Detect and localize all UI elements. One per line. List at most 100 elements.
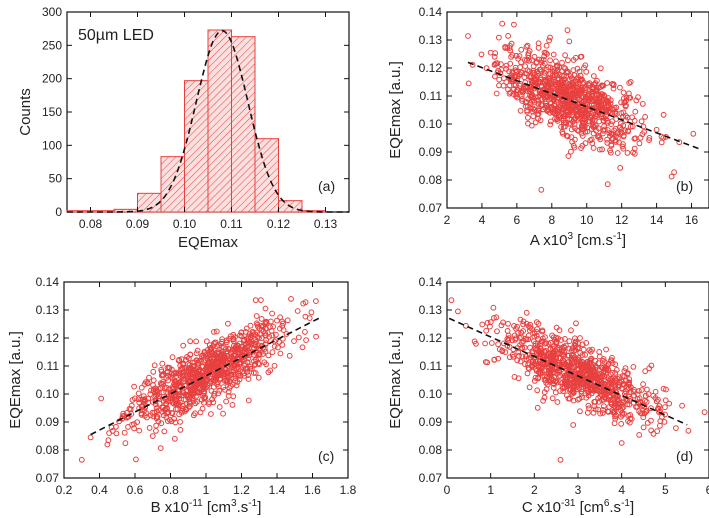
scatter-point [172, 400, 179, 407]
scatter-point [614, 392, 621, 398]
y-tick-label: 0.09 [36, 415, 60, 429]
scatter-point [243, 365, 250, 372]
scatter-point [609, 118, 616, 125]
scatter-point [274, 317, 280, 324]
scatter-point [627, 79, 634, 85]
scatter-point [150, 377, 157, 384]
scatter-point [193, 357, 200, 364]
scatter-point [204, 355, 211, 362]
scatter-point [187, 338, 194, 345]
scatter-point [105, 437, 112, 444]
scatter-point [469, 61, 476, 68]
scatter-point [594, 386, 600, 393]
scatter-point [591, 399, 598, 405]
scatter-point [634, 396, 641, 403]
scatter-point [587, 137, 594, 144]
scatter-point [560, 361, 567, 368]
scatter-point [597, 136, 604, 143]
scatter-point [526, 366, 532, 372]
x-axis-label: EQEmax [178, 234, 239, 251]
scatter-point [550, 377, 557, 383]
scatter-point [519, 69, 525, 76]
scatter-point [155, 386, 162, 393]
scatter-point [493, 314, 500, 321]
scatter-point [178, 392, 185, 399]
scatter-panel-d: 01234560.070.080.090.100.110.120.130.14 … [387, 275, 709, 516]
scatter-point [218, 351, 225, 358]
scatter-point [623, 102, 629, 109]
scatter-point [513, 93, 519, 100]
scatter-point [552, 337, 558, 343]
scatter-point [560, 351, 567, 358]
scatter-point [546, 37, 552, 44]
scatter-point [561, 73, 567, 80]
scatter-point [158, 368, 165, 375]
axes: 0.2 0.4 0.6 0.8 1 1.2 1.4 1.6 1.8 0.07 0.08 0.09 0.1… [36, 275, 357, 497]
scatter-point [513, 91, 520, 98]
scatter-point [552, 366, 558, 373]
x-tick-label: 2 [531, 483, 538, 497]
scatter-point [252, 370, 259, 376]
scatter-point [121, 429, 128, 436]
scatter-point [168, 418, 175, 425]
scatter-point [631, 386, 637, 393]
scatter-point [522, 361, 528, 368]
scatter-point [635, 94, 641, 101]
scatter-point [572, 106, 579, 113]
scatter-point [579, 366, 586, 373]
scatter-point [620, 133, 627, 140]
scatter-point [612, 370, 619, 376]
y-tick-label: 50 [49, 172, 63, 186]
scatter-point [643, 408, 650, 414]
scatter-point [253, 347, 260, 354]
scatter-point [149, 409, 156, 416]
scatter-point [535, 108, 542, 114]
scatter-point [568, 126, 575, 133]
scatter-point [608, 121, 614, 128]
scatter-point [238, 329, 245, 336]
scatter-point [495, 355, 502, 362]
scatter-point [620, 141, 626, 148]
scatter-point [186, 400, 193, 407]
scatter-point [262, 348, 269, 355]
scatter-point [172, 378, 178, 384]
scatter-point [263, 361, 270, 368]
scatter-point [208, 411, 214, 417]
scatter-point [133, 456, 139, 463]
scatter-point [226, 346, 232, 353]
scatter-point [151, 409, 158, 416]
scatter-point [650, 392, 657, 399]
scatter-point [564, 99, 571, 106]
scatter-point [538, 57, 545, 64]
scatter-point [148, 387, 154, 394]
scatter-point [523, 43, 530, 50]
y-tick-label: 150 [42, 105, 62, 119]
scatter-point [609, 401, 615, 407]
scatter-point [526, 384, 533, 391]
scatter-point [572, 335, 578, 342]
scatter-point [538, 366, 545, 373]
scatter-point [581, 110, 588, 117]
scatter-point [537, 370, 544, 377]
scatter-point [632, 108, 639, 115]
scatter-point [271, 362, 278, 369]
scatter-points [448, 297, 708, 463]
scatter-point [560, 100, 567, 106]
scatter-point [600, 130, 606, 137]
scatter-point [571, 384, 578, 391]
scatter-point [562, 65, 569, 72]
scatter-point [642, 368, 649, 375]
scatter-point [605, 361, 612, 368]
scatter-point [159, 372, 166, 379]
scatter-point [625, 127, 631, 134]
scatter-point [560, 119, 567, 126]
y-axis-label: EQEmax [a.u.] [387, 61, 404, 159]
x-tick-label: 0.12 [267, 217, 291, 231]
scatter-point [512, 64, 519, 71]
scatter-point [548, 375, 555, 382]
y-tick-label: 0.10 [419, 117, 443, 131]
y-tick-label: 0 [55, 205, 62, 219]
scatter-point [578, 388, 585, 395]
scatter-point [590, 145, 597, 151]
scatter-point [679, 402, 685, 409]
